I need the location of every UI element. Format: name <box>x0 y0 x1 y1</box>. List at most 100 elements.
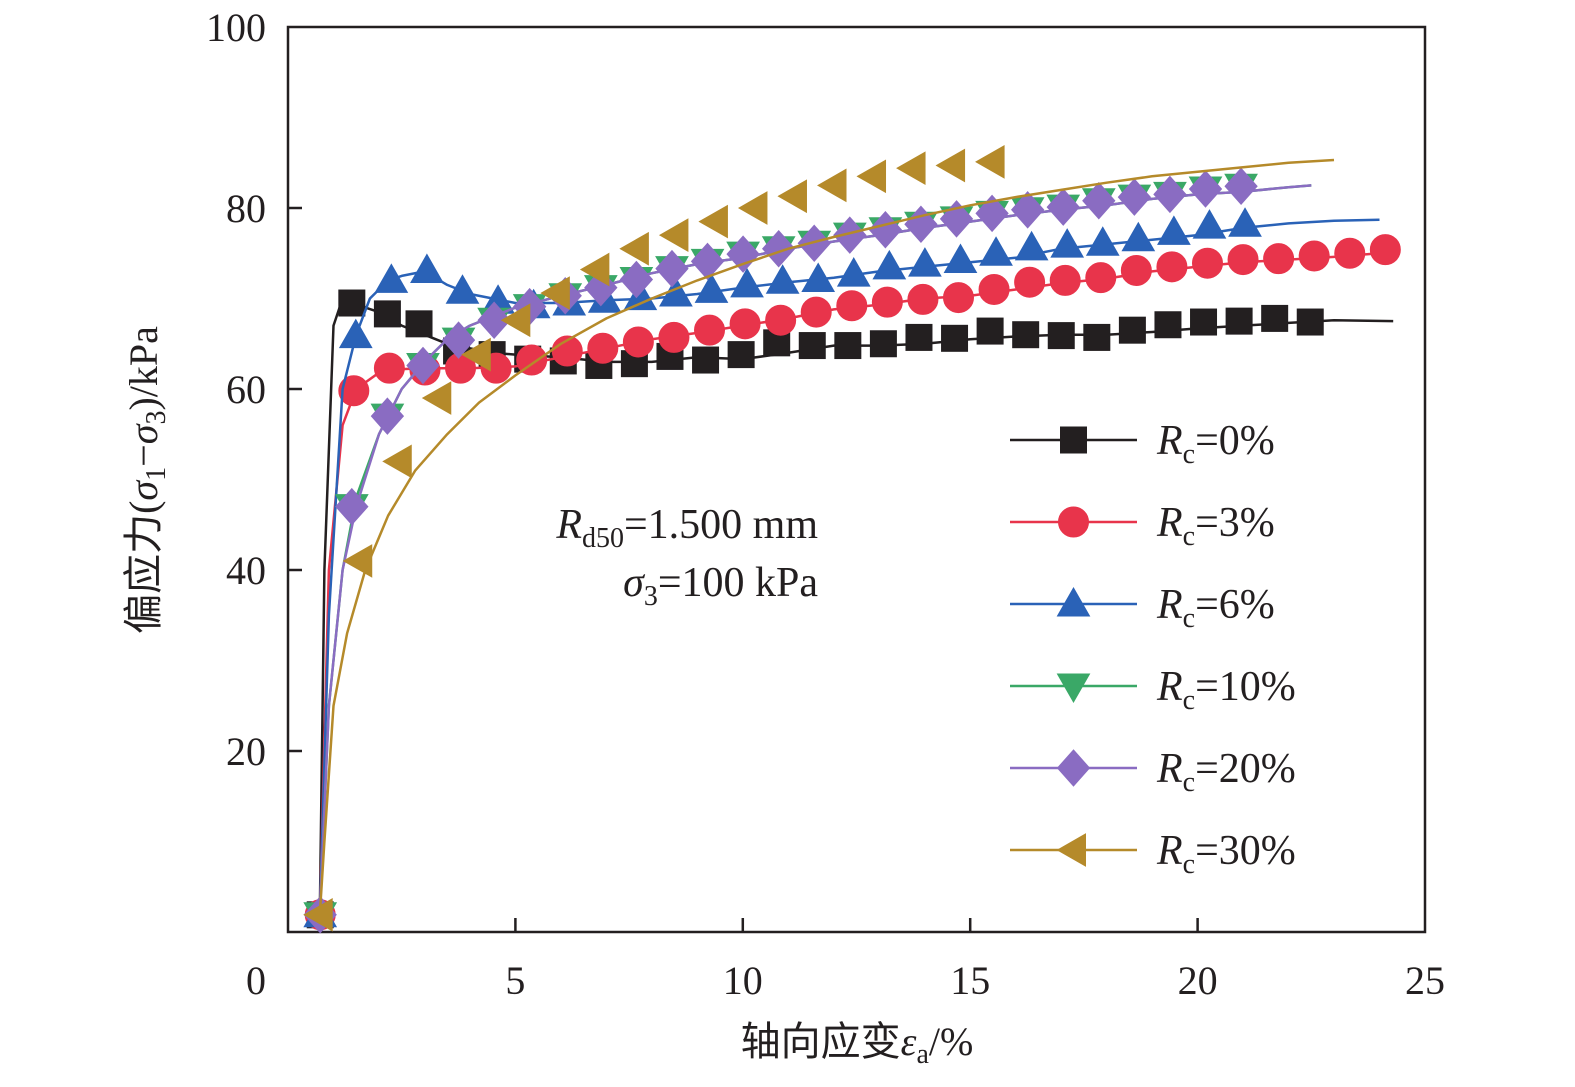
data-point <box>1298 240 1330 272</box>
data-point <box>1228 207 1262 237</box>
data-point <box>905 323 933 351</box>
data-point <box>1296 308 1324 336</box>
data-point <box>1014 266 1046 298</box>
data-point <box>382 444 412 479</box>
data-point <box>1120 254 1152 286</box>
legend-marker <box>1058 506 1089 538</box>
x-tick-label: 10 <box>723 958 763 1003</box>
data-point <box>619 260 654 299</box>
data-point <box>737 191 768 225</box>
y-tick-label: 100 <box>206 5 266 50</box>
data-point <box>658 218 689 253</box>
data-point <box>1012 321 1040 349</box>
legend-marker <box>1060 426 1087 454</box>
legend-marker <box>1056 749 1091 787</box>
data-point <box>833 216 867 254</box>
data-point <box>1190 308 1218 336</box>
data-point <box>798 332 826 360</box>
data-point <box>579 252 610 287</box>
axes <box>286 25 1427 934</box>
legend-item: Rc=3% <box>1010 500 1275 552</box>
legend-marker <box>1056 673 1091 704</box>
data-point <box>342 544 373 578</box>
x-axis-title: 轴向应变εa/% <box>741 1019 974 1070</box>
legend-item: Rc=20% <box>1010 746 1296 798</box>
annotation-line-1: Rd50=1.500 mm <box>555 502 818 554</box>
data-point <box>1118 316 1146 344</box>
data-point <box>943 243 978 273</box>
data-point <box>836 290 868 322</box>
data-point <box>1010 191 1045 229</box>
x-tick-label: 25 <box>1405 958 1445 1003</box>
data-point <box>1117 178 1152 216</box>
data-point <box>765 264 800 294</box>
x-tick-label: 20 <box>1178 958 1218 1003</box>
data-point <box>658 321 690 353</box>
data-point <box>978 273 1010 305</box>
data-point <box>904 205 938 244</box>
data-point <box>1050 228 1085 258</box>
legend-marker <box>1056 833 1086 867</box>
legend-marker <box>1056 586 1091 617</box>
data-point <box>908 247 942 277</box>
legend-label: Rc=0% <box>1156 418 1275 470</box>
data-point <box>1083 323 1111 351</box>
data-point <box>338 318 373 349</box>
data-point <box>869 330 897 358</box>
data-point <box>1049 264 1081 296</box>
data-point <box>976 317 1004 345</box>
data-point <box>1046 188 1080 226</box>
data-point <box>1263 243 1295 275</box>
data-point <box>461 337 491 372</box>
data-point <box>1082 182 1116 220</box>
x-tick-label: 5 <box>505 958 525 1003</box>
data-point <box>623 280 658 311</box>
data-point <box>765 304 797 336</box>
series-line <box>318 158 1335 915</box>
data-point <box>1157 215 1191 245</box>
data-point <box>1188 170 1223 208</box>
data-point <box>907 283 939 315</box>
legend-item: Rc=6% <box>1010 582 1275 634</box>
data-point <box>1192 209 1227 239</box>
legend-item: Rc=0% <box>1010 418 1275 470</box>
legend: Rc=0% Rc=3% Rc=6% Rc=10% Rc=20% Rc=30% <box>1010 418 1296 880</box>
legend-label: Rc=20% <box>1156 746 1296 798</box>
y-tick-label: 40 <box>226 548 266 593</box>
data-point <box>338 289 366 317</box>
data-point <box>1225 307 1253 335</box>
data-point <box>1085 226 1120 256</box>
data-point <box>373 352 405 384</box>
data-point <box>698 204 728 239</box>
data-point <box>836 257 871 287</box>
data-point <box>942 282 974 314</box>
data-point <box>868 210 903 249</box>
data-point <box>729 308 761 340</box>
data-point <box>871 286 903 318</box>
series-0 <box>306 289 1394 929</box>
data-point <box>421 381 452 415</box>
data-point <box>1261 304 1289 332</box>
y-tick-label: 60 <box>226 367 266 412</box>
data-point <box>730 267 764 298</box>
legend-label: Rc=6% <box>1156 582 1275 634</box>
data-point <box>692 346 720 374</box>
data-point <box>374 263 409 293</box>
y-axis-title: 偏应力(σ1−σ3)/kPa <box>121 326 172 634</box>
series-5 <box>303 144 1335 932</box>
y-tick-label: 80 <box>226 186 266 231</box>
data-point <box>1154 311 1182 339</box>
annotation-line-2: σ3=100 kPa <box>623 560 818 612</box>
data-point <box>694 273 729 303</box>
x-tick-label: 0 <box>246 958 266 1003</box>
data-point <box>516 344 548 376</box>
data-point <box>477 301 511 339</box>
data-point <box>834 332 862 360</box>
data-point <box>335 487 369 526</box>
legend-item: Rc=10% <box>1010 664 1296 716</box>
data-point <box>587 332 619 364</box>
legend-label: Rc=10% <box>1156 664 1296 716</box>
data-point <box>1227 244 1259 276</box>
y-tick-label: 20 <box>226 729 266 774</box>
